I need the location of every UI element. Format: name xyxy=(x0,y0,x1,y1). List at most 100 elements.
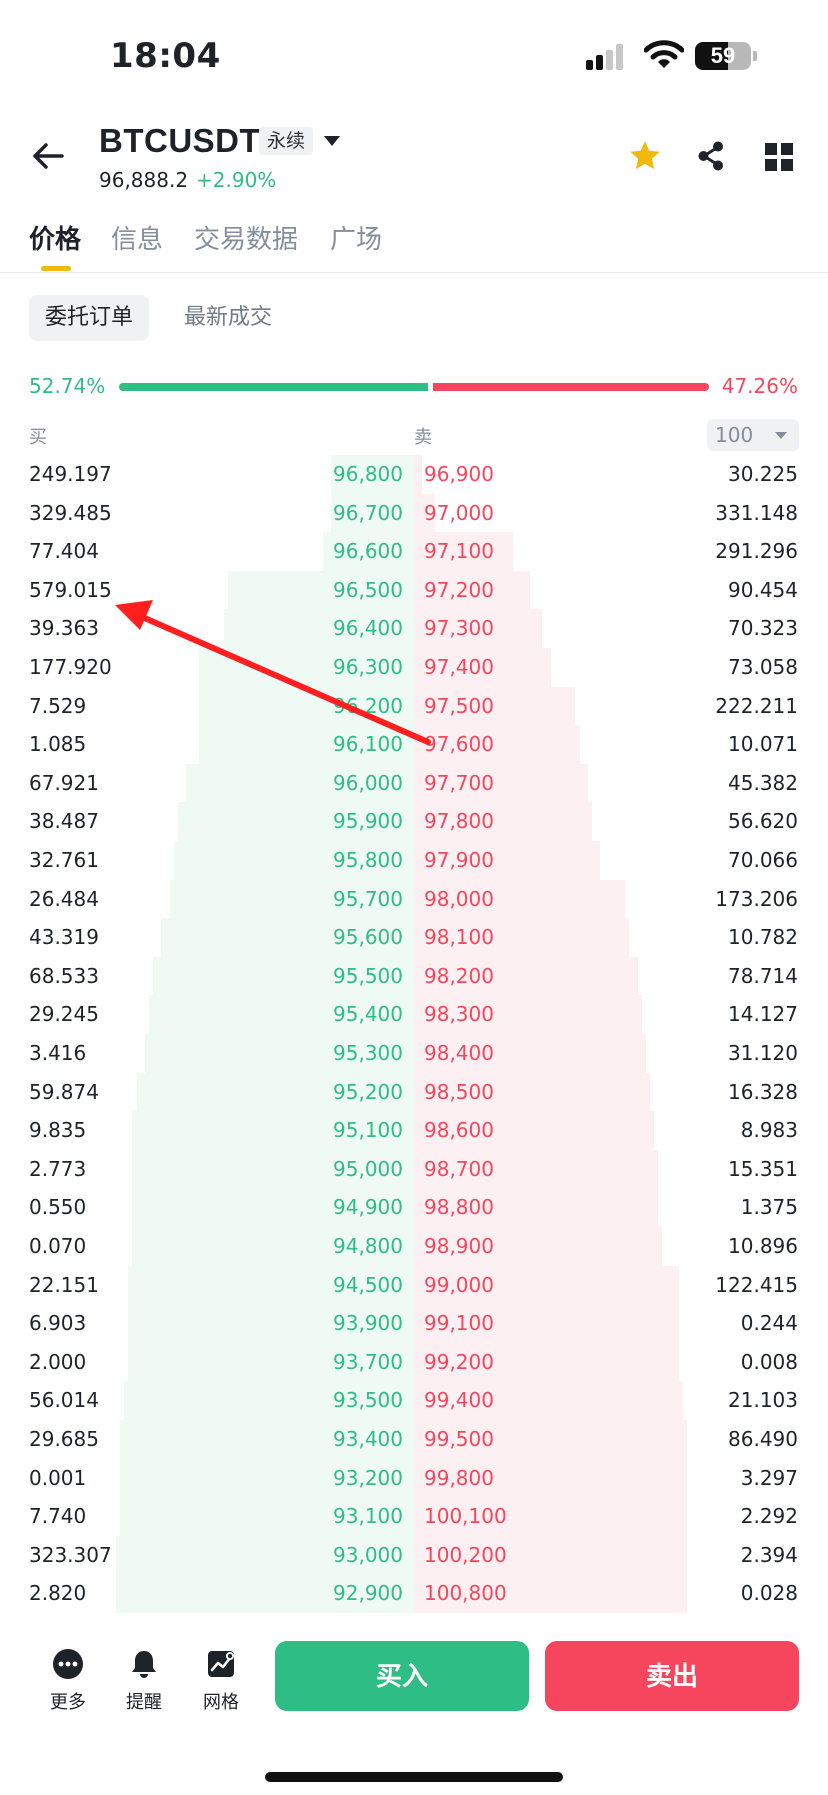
order-book-row[interactable]: 67.921 96,000 97,700 45.382 xyxy=(0,763,828,803)
caret-down-icon xyxy=(775,432,787,439)
order-book-row[interactable]: 59.874 95,200 98,500 16.328 xyxy=(0,1072,828,1112)
order-book-row[interactable]: 579.015 96,500 97,200 90.454 xyxy=(0,570,828,610)
ask-quantity: 0.028 xyxy=(740,1581,798,1606)
order-book-row[interactable]: 22.151 94,500 99,000 122.415 xyxy=(0,1265,828,1305)
bid-quantity: 22.151 xyxy=(29,1272,99,1297)
order-book-row[interactable]: 26.484 95,700 98,000 173.206 xyxy=(0,879,828,919)
ask-depth-bar xyxy=(414,1420,688,1459)
subtab-order-book[interactable]: 委托订单 xyxy=(29,295,150,341)
order-book-row[interactable]: 0.550 94,900 98,800 1.375 xyxy=(0,1188,828,1227)
bell-icon xyxy=(132,1651,156,1678)
ask-depth-bar xyxy=(414,1535,688,1575)
order-book-row[interactable]: 39.363 96,400 97,300 70.323 xyxy=(0,609,828,648)
back-arrow-icon[interactable] xyxy=(30,138,66,174)
more-button[interactable]: 更多 xyxy=(38,1648,98,1714)
ask-quantity: 3.297 xyxy=(740,1465,798,1490)
order-book-row[interactable]: 329.485 96,700 97,000 331.148 xyxy=(0,493,828,533)
buy-ratio-label: 52.74% xyxy=(29,374,106,398)
ask-quantity: 21.103 xyxy=(728,1388,798,1413)
order-book-row[interactable]: 7.740 93,100 100,100 2.292 xyxy=(0,1497,828,1536)
alert-button[interactable]: 提醒 xyxy=(114,1648,174,1714)
order-book-row[interactable]: 2.000 93,700 99,200 0.008 xyxy=(0,1342,828,1382)
order-book-row[interactable]: 56.014 93,500 99,400 21.103 xyxy=(0,1381,828,1420)
alert-label: 提醒 xyxy=(126,1692,162,1713)
ask-price: 99,500 xyxy=(424,1427,494,1451)
order-book-row[interactable]: 43.319 95,600 98,100 10.782 xyxy=(0,918,828,957)
order-book-row[interactable]: 32.761 95,800 97,900 70.066 xyxy=(0,841,828,880)
bid-depth-bar xyxy=(124,1381,414,1420)
bid-quantity: 579.015 xyxy=(29,577,112,602)
order-book-row[interactable]: 9.835 95,100 98,600 8.983 xyxy=(0,1111,828,1150)
tab-price[interactable]: 价格 xyxy=(29,225,82,255)
order-book-row[interactable]: 2.773 95,000 98,700 15.351 xyxy=(0,1149,828,1189)
tab-square[interactable]: 广场 xyxy=(330,225,383,255)
bid-quantity: 29.685 xyxy=(29,1427,99,1451)
ask-depth-bar xyxy=(414,1111,655,1150)
ask-quantity: 173.206 xyxy=(715,886,798,911)
grid-layout-icon[interactable] xyxy=(765,143,793,171)
ask-depth-bar xyxy=(414,1072,650,1112)
bid-price: 93,200 xyxy=(333,1465,403,1490)
ask-quantity: 70.323 xyxy=(728,616,798,641)
bid-depth-bar xyxy=(128,1265,414,1305)
contract-type-badge: 永续 xyxy=(259,127,314,155)
ask-depth-bar xyxy=(414,879,626,919)
order-book-row[interactable]: 2.820 92,900 100,800 0.028 xyxy=(0,1574,828,1613)
order-book: 249.197 96,800 96,900 30.225 329.485 96,700 97… xyxy=(0,455,828,1620)
tab-info[interactable]: 信息 xyxy=(111,225,164,255)
bid-quantity: 1.085 xyxy=(29,732,87,757)
order-book-row[interactable]: 29.685 93,400 99,500 86.490 xyxy=(0,1420,828,1459)
depth-precision-select[interactable]: 100 xyxy=(707,419,799,451)
sell-button[interactable]: 卖出 xyxy=(545,1641,799,1711)
bid-quantity: 68.533 xyxy=(29,963,99,988)
bid-price: 94,500 xyxy=(333,1272,403,1297)
symbol-dropdown-icon[interactable] xyxy=(323,134,341,148)
order-book-row[interactable]: 177.920 96,300 97,400 73.058 xyxy=(0,648,828,687)
cellular-signal-icon xyxy=(586,44,626,70)
symbol-title[interactable]: BTCUSDT xyxy=(99,122,261,159)
order-book-row[interactable]: 6.903 93,900 99,100 0.244 xyxy=(0,1304,828,1343)
ask-quantity: 16.328 xyxy=(728,1079,798,1104)
order-book-row[interactable]: 249.197 96,800 96,900 30.225 xyxy=(0,455,828,494)
ask-price: 97,400 xyxy=(424,655,494,679)
bid-depth-bar xyxy=(115,1574,414,1613)
bid-price: 95,200 xyxy=(333,1079,403,1104)
order-book-row[interactable]: 29.245 95,400 98,300 14.127 xyxy=(0,995,828,1034)
grid-trading-button[interactable]: 网格 xyxy=(191,1648,251,1714)
favorite-star-icon[interactable] xyxy=(628,139,662,173)
bid-price: 95,600 xyxy=(333,925,403,950)
bid-quantity: 2.820 xyxy=(29,1581,87,1606)
ask-quantity: 8.983 xyxy=(740,1118,798,1143)
order-book-row[interactable]: 77.404 96,600 97,100 291.296 xyxy=(0,532,828,571)
ask-depth-bar xyxy=(414,1458,688,1498)
share-icon[interactable] xyxy=(695,140,727,172)
bid-quantity: 39.363 xyxy=(29,616,99,641)
bid-price: 95,800 xyxy=(333,848,403,872)
sell-ratio-label: 47.26% xyxy=(721,374,798,398)
order-book-row[interactable]: 323.307 93,000 100,200 2.394 xyxy=(0,1535,828,1575)
order-book-row[interactable]: 1.085 96,100 97,600 10.071 xyxy=(0,725,828,764)
ask-quantity: 10.071 xyxy=(728,732,798,757)
order-book-row[interactable]: 0.001 93,200 99,800 3.297 xyxy=(0,1458,828,1498)
ask-quantity: 2.394 xyxy=(740,1542,798,1567)
ask-price: 100,200 xyxy=(424,1542,507,1567)
order-book-row[interactable]: 38.487 95,900 97,800 56.620 xyxy=(0,802,828,841)
bid-price: 96,100 xyxy=(333,732,403,757)
ask-quantity: 31.120 xyxy=(728,1041,798,1065)
buy-button[interactable]: 买入 xyxy=(275,1641,529,1711)
tab-trading-data[interactable]: 交易数据 xyxy=(194,225,299,255)
ask-depth-bar xyxy=(414,1034,646,1073)
ask-quantity: 10.782 xyxy=(728,925,798,950)
order-book-row[interactable]: 68.533 95,500 98,200 78.714 xyxy=(0,956,828,996)
order-book-row[interactable]: 7.529 96,200 97,500 222.211 xyxy=(0,686,828,726)
ask-depth-bar xyxy=(414,802,593,841)
ask-price: 99,100 xyxy=(424,1311,494,1336)
ask-price: 99,200 xyxy=(424,1349,494,1374)
order-book-row[interactable]: 3.416 95,300 98,400 31.120 xyxy=(0,1034,828,1073)
subtab-recent-trades[interactable]: 最新成交 xyxy=(184,305,273,330)
order-book-row[interactable]: 0.070 94,800 98,900 10.896 xyxy=(0,1227,828,1266)
bid-quantity: 249.197 xyxy=(29,462,112,486)
bid-price: 93,100 xyxy=(333,1504,403,1529)
bid-price: 95,100 xyxy=(333,1118,403,1143)
bid-price: 93,500 xyxy=(333,1388,403,1413)
